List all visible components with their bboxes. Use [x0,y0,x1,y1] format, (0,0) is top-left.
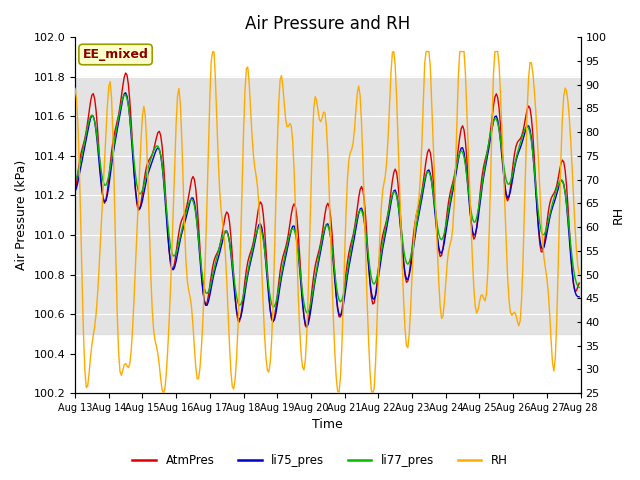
Y-axis label: Air Pressure (kPa): Air Pressure (kPa) [15,160,28,270]
X-axis label: Time: Time [312,419,343,432]
Y-axis label: RH: RH [612,206,625,224]
Text: EE_mixed: EE_mixed [83,48,148,61]
Bar [75,77,580,334]
Legend: AtmPres, li75_pres, li77_pres, RH: AtmPres, li75_pres, li77_pres, RH [128,449,512,472]
Title: Air Pressure and RH: Air Pressure and RH [245,15,410,33]
